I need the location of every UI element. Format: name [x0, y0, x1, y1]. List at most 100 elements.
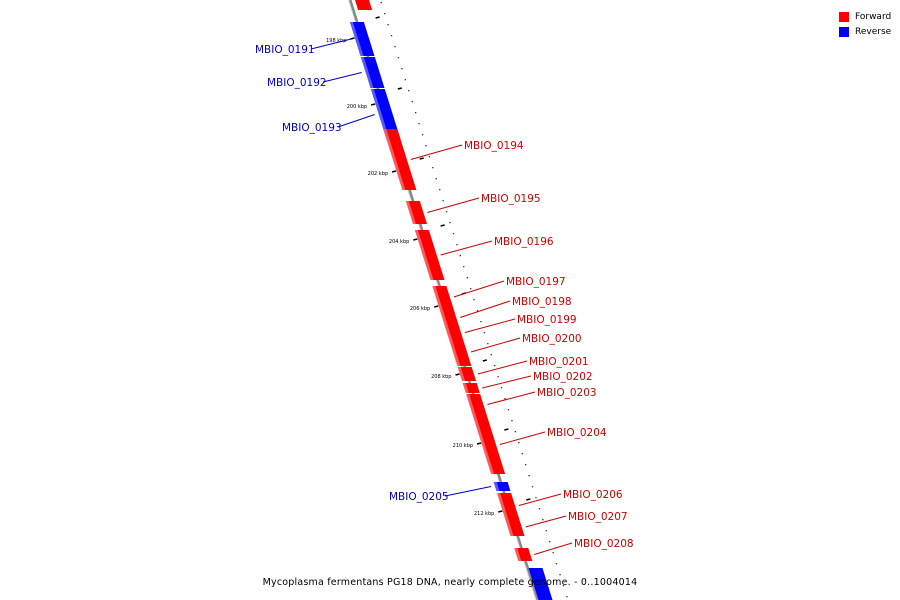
gene-MBIO_0195 [405, 201, 427, 224]
gene-label-MBIO_0192: MBIO_0192 [267, 77, 327, 89]
gene-label-MBIO_0208: MBIO_0208 [574, 538, 634, 550]
gene-label-leader [487, 391, 536, 405]
scale-dot [470, 288, 472, 290]
gene-MBIO_0196 [414, 230, 445, 280]
scale-dot [521, 453, 523, 455]
gene-MBIO_0203-body [466, 394, 487, 415]
gene-MBIO_0201-body [457, 367, 477, 381]
reverse-swatch [839, 26, 849, 37]
tick-mark [504, 428, 509, 431]
scale-dot [421, 134, 424, 136]
gene-MBIO_0208-highlight [514, 548, 522, 561]
scale-dot [497, 376, 499, 378]
scale-dot [490, 354, 492, 356]
gene-MBIO_0208 [514, 548, 533, 561]
gene-label-MBIO_0202: MBIO_0202 [533, 371, 593, 383]
tick-label: 204 kbp [389, 239, 409, 245]
scale-dot [525, 464, 527, 466]
scale-dot [473, 299, 475, 301]
gene-MBIO_0204 [472, 415, 506, 474]
gene-MBIO_0201 [457, 367, 477, 381]
gene-MBIO_0204-body [472, 415, 506, 474]
tick-mark [526, 498, 531, 501]
gene-MBIO_0194-body [383, 129, 417, 190]
gene-MBIO_0198 [438, 307, 460, 328]
gene-label-leader [482, 375, 532, 389]
scale-dot [432, 167, 434, 169]
scale-dot [397, 57, 400, 59]
gene-MBIO_0192-highlight [360, 57, 374, 88]
scale-dot [418, 123, 420, 125]
gene-label-MBIO_0201: MBIO_0201 [529, 356, 589, 368]
gene-MBIO_0200-highlight [448, 338, 461, 366]
tick-label: 212 kbp [474, 511, 494, 517]
scale-dot [380, 2, 382, 4]
gene-partial-top [355, 0, 373, 10]
gene-label-MBIO_0196: MBIO_0196 [494, 236, 554, 248]
tick-mark [375, 16, 380, 19]
gene-MBIO_0199 [445, 327, 463, 338]
gene-label-leader [460, 300, 511, 318]
gene-MBIO_0207-highlight [504, 518, 514, 536]
gene-MBIO_0198-body [438, 307, 460, 328]
scale-dot [445, 211, 448, 213]
scale-dot [401, 68, 403, 70]
scale-dot [480, 321, 482, 323]
scale-dot [483, 332, 486, 334]
gene-MBIO_0202 [462, 383, 480, 393]
gene-MBIO_0202-body [462, 383, 480, 393]
gene-label-leader [518, 493, 562, 506]
tick-label: 198 kbp [326, 38, 346, 44]
scale-dot [411, 101, 413, 103]
gene-MBIO_0193-highlight [370, 89, 390, 140]
gene-label-leader [322, 72, 362, 83]
gene-label-MBIO_0207: MBIO_0207 [568, 511, 628, 523]
legend: Forward Reverse [839, 9, 891, 39]
forward-swatch [839, 11, 849, 22]
gene-MBIO_0199-body [445, 327, 463, 338]
gene-label-MBIO_0193: MBIO_0193 [282, 122, 342, 134]
gene-MBIO_0194 [383, 129, 417, 190]
gene-MBIO_0196-highlight [414, 230, 434, 280]
gene-label-MBIO_0197: MBIO_0197 [506, 276, 566, 288]
gene-MBIO_0205-highlight [493, 482, 500, 491]
gene-MBIO_0208-body [514, 548, 533, 561]
tick-label: 200 kbp [347, 104, 367, 110]
scale-dot [504, 398, 506, 400]
tick-mark [391, 170, 397, 173]
gene-MBIO_0195-highlight [405, 201, 416, 224]
gene-MBIO_0205 [493, 482, 511, 491]
gene-MBIO_0191-highlight [349, 22, 364, 56]
scale-dot [415, 112, 417, 114]
gene-label-leader [337, 114, 375, 128]
gene-MBIO_0207-body [504, 518, 525, 536]
tick-mark [434, 305, 439, 308]
gene-MBIO_0204-highlight [472, 415, 495, 474]
tick-label: 206 kbp [410, 306, 430, 312]
gene-label-MBIO_0198: MBIO_0198 [512, 296, 572, 308]
scale-dot [466, 277, 468, 279]
scale-dot [459, 255, 461, 257]
scale-dot [555, 563, 558, 565]
gene-label-leader [470, 337, 521, 353]
gene-MBIO_0192-body [360, 57, 385, 88]
scale-dot [511, 420, 513, 422]
gene-label-leader [310, 38, 352, 50]
gene-MBIO_0193-body [370, 89, 401, 140]
gene-label-leader [427, 197, 480, 213]
gene-label-leader [477, 360, 528, 375]
gene-MBIO_0201-highlight [457, 367, 466, 381]
scale-dot [514, 431, 516, 433]
gene-MBIO_0202-highlight [462, 383, 469, 393]
gene-MBIO_0198-highlight [438, 307, 449, 328]
scale-dots [380, 2, 568, 598]
scale-dot [476, 310, 479, 312]
scale-dot [394, 46, 396, 48]
gene-MBIO_0203 [466, 394, 487, 415]
scale-dot [404, 79, 406, 81]
gene-label-leader [410, 144, 463, 160]
scale-dot [408, 90, 410, 92]
gene-MBIO_0193 [370, 89, 401, 140]
tick-mark [370, 103, 376, 106]
